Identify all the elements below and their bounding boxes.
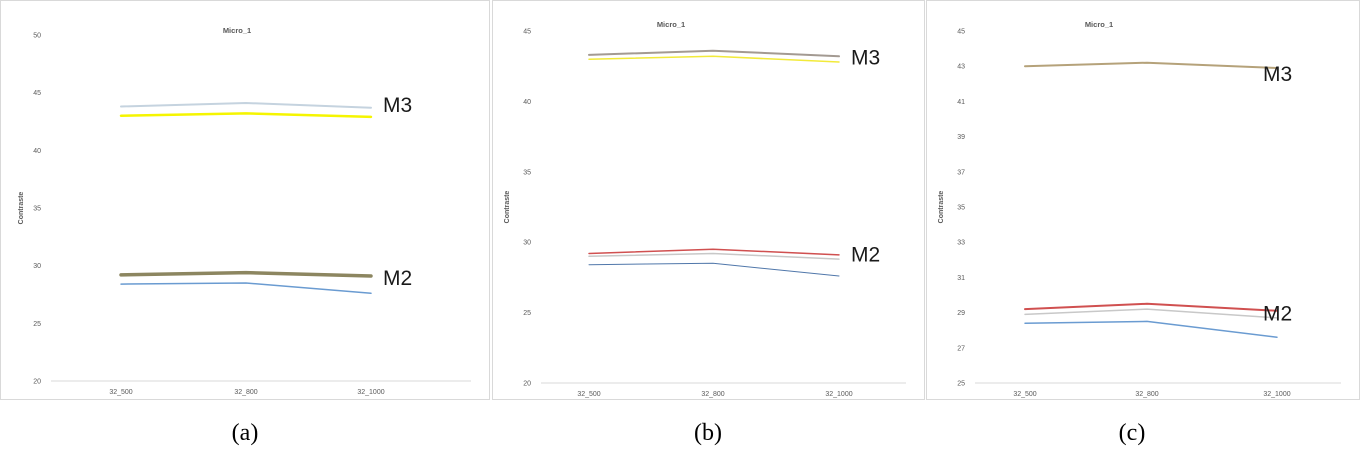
annotation-m3: M3 xyxy=(1263,63,1292,86)
y-tick-label: 50 xyxy=(33,33,41,40)
y-axis-label: Contraste xyxy=(938,191,945,224)
series-line-1 xyxy=(1024,61,1278,69)
y-tick-label: 29 xyxy=(957,310,965,317)
series-line-5 xyxy=(588,262,840,277)
y-tick-label: 20 xyxy=(33,379,41,386)
x-tick-label: 32_1000 xyxy=(357,389,384,396)
y-tick-label: 35 xyxy=(957,205,965,212)
y-tick-label: 40 xyxy=(523,99,531,106)
y-tick-label: 39 xyxy=(957,134,965,141)
chart-title: Micro_1 xyxy=(1085,20,1113,29)
caption-a: (a) xyxy=(231,420,259,446)
y-tick-label: 27 xyxy=(957,345,965,352)
chart-panel-b: Micro_1 Contraste 20 25 30 35 40 45 32_500 32_800… xyxy=(492,0,925,400)
caption-b: (b) xyxy=(694,420,722,446)
line-chart-c: Micro_1 Contraste 25 27 29 31 33 35 37 39 41 43 45 32… xyxy=(938,20,1341,398)
annotation-m2: M2 xyxy=(1263,303,1292,326)
y-tick-label: 45 xyxy=(523,29,531,36)
line-chart-a: Micro_1 Contraste 20 25 30 35 40 45 50 32_500 32_8… xyxy=(18,26,471,396)
annotation-m2: M2 xyxy=(851,243,880,266)
y-tick-label: 41 xyxy=(957,99,965,106)
y-tick-label: 35 xyxy=(33,206,41,213)
annotation-m2: M2 xyxy=(383,267,412,290)
series-line-1 xyxy=(588,49,840,58)
line-chart-b: Micro_1 Contraste 20 25 30 35 40 45 32_500 32_800… xyxy=(504,20,906,398)
y-tick-label: 30 xyxy=(33,263,41,270)
x-tick-label: 32_500 xyxy=(109,389,132,396)
series-line-2 xyxy=(1024,302,1278,312)
series-line-3 xyxy=(588,248,840,256)
series-line-4 xyxy=(1024,320,1278,338)
chart-title: Micro_1 xyxy=(657,20,685,29)
y-tick-label: 25 xyxy=(33,321,41,328)
chart-panel-a: Micro_1 Contraste 20 25 30 35 40 45 50 32_500 32_8… xyxy=(0,0,490,400)
y-tick-label: 25 xyxy=(957,381,965,388)
x-tick-label: 32_800 xyxy=(234,389,257,396)
y-tick-label: 40 xyxy=(33,148,41,155)
chart-panel-c: Micro_1 Contraste 25 27 29 31 33 35 37 39 41 43 45 32… xyxy=(926,0,1360,400)
y-tick-label: 31 xyxy=(957,275,965,282)
x-tick-label: 32_1000 xyxy=(1263,391,1290,398)
series-line-4 xyxy=(588,252,840,260)
y-axis-label: Contraste xyxy=(18,192,25,225)
y-tick-label: 35 xyxy=(523,169,531,176)
chart-title: Micro_1 xyxy=(223,26,251,35)
x-tick-label: 32_800 xyxy=(701,391,724,398)
series-line-2 xyxy=(119,112,373,119)
x-tick-label: 32_500 xyxy=(577,391,600,398)
series-line-4 xyxy=(120,282,372,295)
x-tick-label: 32_800 xyxy=(1135,391,1158,398)
y-tick-label: 25 xyxy=(523,310,531,317)
series-line-1 xyxy=(120,102,372,109)
y-tick-label: 45 xyxy=(33,90,41,97)
caption-c: (c) xyxy=(1118,420,1146,446)
y-axis-label: Contraste xyxy=(504,191,511,224)
series-line-2 xyxy=(588,55,840,63)
y-tick-label: 33 xyxy=(957,240,965,247)
series-line-3 xyxy=(1024,308,1278,319)
series-line-3 xyxy=(119,270,373,278)
y-tick-label: 45 xyxy=(957,29,965,36)
annotation-m3: M3 xyxy=(383,94,412,117)
y-tick-label: 37 xyxy=(957,169,965,176)
x-tick-label: 32_1000 xyxy=(825,391,852,398)
y-tick-label: 20 xyxy=(523,381,531,388)
annotation-m3: M3 xyxy=(851,46,880,69)
y-tick-label: 43 xyxy=(957,64,965,71)
x-tick-label: 32_500 xyxy=(1013,391,1036,398)
y-tick-label: 30 xyxy=(523,240,531,247)
